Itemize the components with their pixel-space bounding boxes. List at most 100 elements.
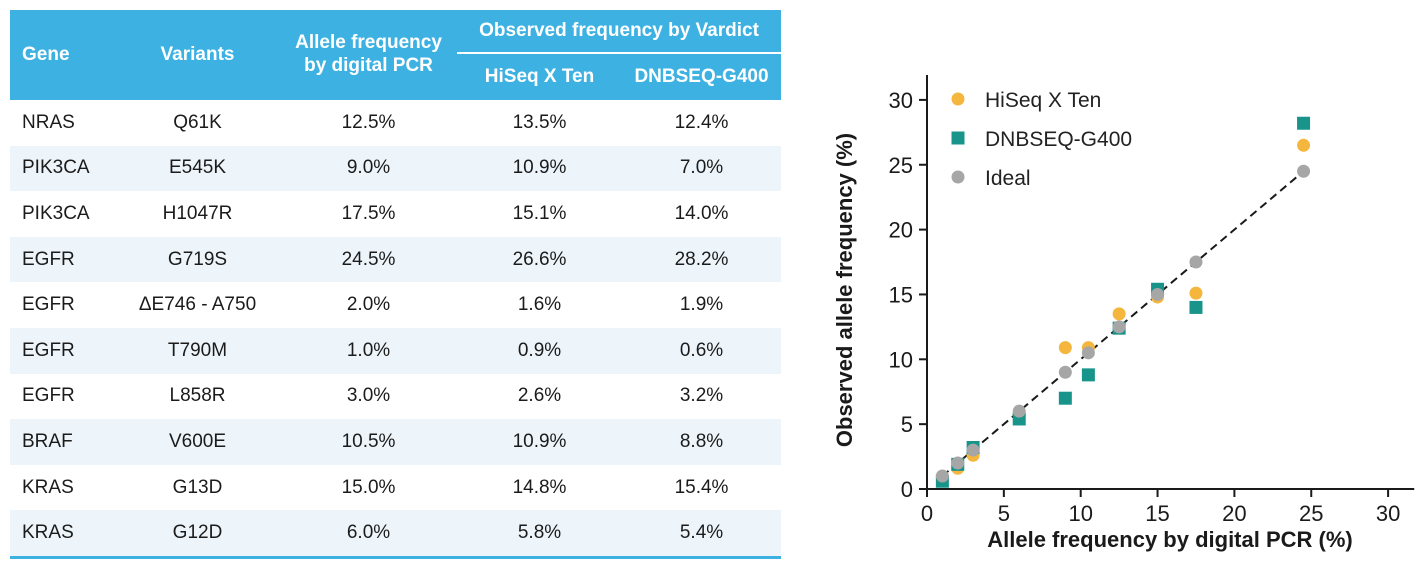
data-point-ideal bbox=[966, 443, 980, 457]
y-tick-label: 15 bbox=[889, 282, 913, 307]
x-tick-label: 5 bbox=[998, 501, 1010, 526]
gene-cell: KRAS bbox=[22, 476, 74, 498]
dnbseq-cell: 15.4% bbox=[674, 476, 729, 498]
hiseq-cell: 14.8% bbox=[512, 476, 567, 498]
variant-cell: Q61K bbox=[173, 111, 222, 133]
legend-label-hiseq-x-ten: HiSeq X Ten bbox=[985, 89, 1101, 112]
table-row: EGFR L858R 3.0% 2.6% 3.2% bbox=[10, 373, 781, 420]
data-point-ideal bbox=[1151, 287, 1165, 301]
af-dpcr-cell: 1.0% bbox=[346, 339, 391, 361]
table-row: EGFR ΔE746 - A750 2.0% 1.6% 1.9% bbox=[10, 282, 781, 328]
data-point-hiseq-x-ten bbox=[1112, 307, 1126, 321]
legend-marker-hiseq-x-ten-icon bbox=[951, 92, 965, 106]
dnbseq-cell: 8.8% bbox=[679, 430, 724, 452]
af-dpcr-cell: 17.5% bbox=[341, 202, 396, 224]
legend-label-ideal: Ideal bbox=[985, 167, 1031, 190]
table-row: KRAS G13D 15.0% 14.8% 15.4% bbox=[10, 464, 781, 511]
gene-cell: PIK3CA bbox=[22, 202, 90, 224]
scatter-chart: 0 5 10 15 20 25 30 0 5 10 15 20 25 30 HiSeq X Ten DNBSE… bbox=[830, 55, 1428, 574]
data-point-ideal bbox=[935, 469, 949, 483]
x-tick-label: 20 bbox=[1222, 501, 1246, 526]
dnbseq-cell: 12.4% bbox=[674, 111, 729, 133]
results-table: Gene Variants Allele frequency by digita… bbox=[10, 10, 781, 559]
table-row: NRAS Q61K 12.5% 13.5% 12.4% bbox=[10, 100, 781, 146]
table-row: PIK3CA E545K 9.0% 10.9% 7.0% bbox=[10, 145, 781, 192]
gene-cell: BRAF bbox=[22, 430, 73, 452]
x-tick-label: 30 bbox=[1376, 501, 1400, 526]
dnbseq-cell: 1.9% bbox=[679, 294, 724, 316]
table-row: EGFR T790M 1.0% 0.9% 0.6% bbox=[10, 327, 781, 374]
y-tick-label: 0 bbox=[901, 477, 913, 502]
dnbseq-cell: 7.0% bbox=[679, 157, 724, 179]
column-header-af-dpcr: Allele frequency by digital PCR bbox=[295, 32, 442, 76]
table-body: NRAS Q61K 12.5% 13.5% 12.4% PIK3CA E545K 9.0% 10… bbox=[10, 100, 781, 559]
variant-cell: T790M bbox=[167, 339, 228, 361]
y-tick-label: 5 bbox=[901, 412, 913, 437]
data-point-ideal bbox=[1189, 255, 1203, 269]
af-dpcr-cell: 24.5% bbox=[341, 248, 396, 270]
variant-cell: ΔE746 - A750 bbox=[138, 294, 257, 316]
gene-cell: KRAS bbox=[22, 522, 74, 544]
hiseq-cell: 1.6% bbox=[517, 294, 562, 316]
af-dpcr-cell: 12.5% bbox=[341, 111, 396, 133]
y-tick-label: 10 bbox=[889, 347, 913, 372]
y-tick-label: 25 bbox=[889, 153, 913, 178]
table-row: EGFR G719S 24.5% 26.6% 28.2% bbox=[10, 236, 781, 283]
data-point-hiseq-x-ten bbox=[1189, 286, 1203, 300]
gene-cell: NRAS bbox=[22, 111, 75, 133]
column-header-hiseq: HiSeq X Ten bbox=[484, 65, 595, 87]
gene-cell: EGFR bbox=[22, 385, 75, 407]
gene-cell: PIK3CA bbox=[22, 157, 90, 179]
af-dpcr-cell: 10.5% bbox=[341, 430, 396, 452]
column-header-observed-group: Observed frequency by Vardict bbox=[457, 10, 781, 54]
data-point-hiseq-x-ten bbox=[1058, 341, 1072, 355]
hiseq-cell: 2.6% bbox=[517, 385, 562, 407]
variant-cell: G719S bbox=[167, 248, 228, 270]
dnbseq-cell: 28.2% bbox=[674, 248, 729, 270]
x-axis-title: Allele frequency by digital PCR (%) bbox=[987, 527, 1353, 552]
variant-cell: L858R bbox=[169, 385, 226, 407]
column-header-gene: Gene bbox=[22, 43, 70, 65]
hiseq-cell: 10.9% bbox=[512, 157, 567, 179]
variant-cell: G12D bbox=[172, 522, 223, 544]
dnbseq-cell: 0.6% bbox=[679, 339, 724, 361]
data-point-ideal bbox=[1297, 164, 1311, 178]
x-tick-label: 15 bbox=[1145, 501, 1169, 526]
scatter-chart-svg: 0 5 10 15 20 25 30 0 5 10 15 20 25 30 HiSeq X Ten DNBSE… bbox=[832, 75, 1415, 552]
data-point-ideal bbox=[1058, 365, 1072, 379]
variant-cell: V600E bbox=[168, 430, 227, 452]
variant-cell: H1047R bbox=[162, 202, 233, 224]
hiseq-cell: 26.6% bbox=[512, 248, 567, 270]
dnbseq-cell: 3.2% bbox=[679, 385, 724, 407]
x-tick-label: 25 bbox=[1299, 501, 1323, 526]
af-dpcr-cell: 3.0% bbox=[346, 385, 391, 407]
variant-cell: E545K bbox=[168, 157, 227, 179]
table-header: Gene Variants Allele frequency by digita… bbox=[10, 10, 781, 100]
legend-marker-ideal-icon bbox=[951, 170, 965, 184]
data-point-hiseq-x-ten bbox=[1297, 138, 1311, 152]
table-row: BRAF V600E 10.5% 10.9% 8.8% bbox=[10, 419, 781, 465]
data-point-dnbseq-g400 bbox=[1058, 391, 1072, 405]
af-dpcr-cell: 15.0% bbox=[341, 476, 396, 498]
af-dpcr-cell: 2.0% bbox=[346, 294, 391, 316]
y-tick-label: 30 bbox=[889, 88, 913, 113]
hiseq-cell: 10.9% bbox=[512, 430, 567, 452]
data-point-ideal bbox=[1081, 346, 1095, 360]
y-tick-label: 20 bbox=[889, 218, 913, 243]
hiseq-cell: 15.1% bbox=[512, 202, 567, 224]
x-tick-label: 10 bbox=[1068, 501, 1092, 526]
dnbseq-cell: 5.4% bbox=[679, 522, 724, 544]
data-point-dnbseq-g400 bbox=[1297, 116, 1311, 130]
hiseq-cell: 5.8% bbox=[517, 522, 562, 544]
hiseq-cell: 0.9% bbox=[517, 339, 562, 361]
hiseq-cell: 13.5% bbox=[512, 111, 567, 133]
table-row: PIK3CA H1047R 17.5% 15.1% 14.0% bbox=[10, 191, 781, 237]
data-point-dnbseq-g400 bbox=[1081, 368, 1095, 382]
gene-cell: EGFR bbox=[22, 294, 75, 316]
dnbseq-cell: 14.0% bbox=[674, 202, 729, 224]
gene-cell: EGFR bbox=[22, 339, 75, 361]
data-point-ideal bbox=[1012, 404, 1026, 418]
table-row: KRAS G12D 6.0% 5.8% 5.4% bbox=[10, 510, 781, 556]
data-point-dnbseq-g400 bbox=[1189, 300, 1203, 314]
